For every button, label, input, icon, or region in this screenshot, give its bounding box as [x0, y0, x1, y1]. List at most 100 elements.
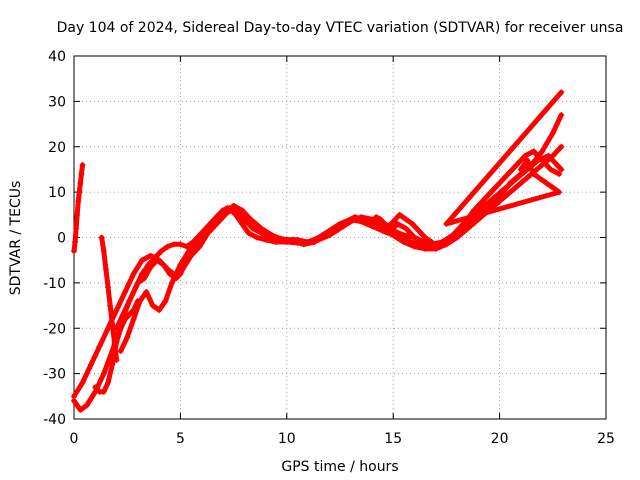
- data-point: [109, 361, 116, 368]
- data-point: [134, 298, 141, 305]
- data-point: [92, 384, 99, 391]
- data-point: [479, 198, 486, 205]
- data-point: [96, 343, 103, 350]
- data-point: [443, 220, 450, 227]
- data-point: [558, 166, 565, 173]
- data-point: [326, 232, 333, 239]
- data-point: [149, 302, 156, 309]
- data-point: [177, 261, 184, 268]
- data-point: [105, 325, 112, 332]
- data-point: [558, 111, 565, 118]
- data-point: [409, 220, 416, 227]
- data-point: [77, 180, 84, 187]
- data-point: [543, 180, 550, 187]
- series-trace: [71, 112, 564, 413]
- data-point: [385, 223, 392, 230]
- data-point: [126, 298, 133, 305]
- series-trace: [118, 144, 564, 354]
- data-point: [196, 243, 203, 250]
- data-point: [481, 202, 488, 209]
- data-point: [71, 393, 77, 400]
- y-tick-label: -10: [43, 276, 66, 292]
- data-point: [117, 347, 124, 354]
- data-point: [139, 257, 146, 264]
- y-tick-label: 10: [48, 185, 66, 201]
- y-tick-label: 20: [48, 140, 66, 156]
- data-point: [547, 166, 554, 173]
- data-point: [188, 252, 195, 259]
- series-trace: [99, 235, 120, 363]
- data-point: [492, 193, 499, 200]
- data-point: [119, 311, 126, 318]
- data-point: [151, 254, 158, 261]
- data-point: [88, 361, 95, 368]
- data-point: [156, 307, 163, 314]
- data-point: [517, 180, 524, 187]
- data-point: [539, 148, 546, 155]
- y-tick-label: 30: [48, 94, 66, 110]
- data-point: [239, 220, 246, 227]
- chart-title: Day 104 of 2024, Sidereal Day-to-day VTE…: [57, 20, 624, 36]
- data-point: [443, 241, 450, 248]
- data-point: [100, 370, 107, 377]
- data-point: [422, 234, 429, 241]
- data-point: [381, 220, 388, 227]
- data-point: [219, 211, 226, 218]
- data-point: [122, 288, 129, 295]
- series-track-A: [71, 112, 564, 413]
- data-point: [183, 243, 190, 250]
- data-point: [158, 248, 165, 255]
- grid: [74, 56, 606, 419]
- data-point: [75, 198, 82, 205]
- data-point: [109, 320, 116, 327]
- data-point: [496, 198, 503, 205]
- data-point: [132, 284, 139, 291]
- data-point: [113, 307, 120, 314]
- data-point: [507, 189, 514, 196]
- x-tick-label: 5: [176, 431, 185, 447]
- x-tick-label: 20: [491, 431, 509, 447]
- data-point: [98, 234, 105, 241]
- data-point: [122, 316, 129, 323]
- data-point: [71, 248, 77, 255]
- data-point: [156, 257, 163, 264]
- data-point: [147, 252, 154, 259]
- data-point: [236, 209, 243, 216]
- data-point: [422, 245, 429, 252]
- x-tick-label: 10: [278, 431, 296, 447]
- data-point: [211, 220, 218, 227]
- data-point: [143, 288, 150, 295]
- data-point: [102, 266, 109, 273]
- data-point: [100, 248, 107, 255]
- data-point: [74, 211, 81, 218]
- data-point: [411, 234, 418, 241]
- data-point: [454, 234, 461, 241]
- y-tick-label: 0: [57, 231, 66, 247]
- y-tick-label: 40: [48, 49, 66, 65]
- data-point: [517, 166, 524, 173]
- data-point: [105, 379, 112, 386]
- x-axis-label: GPS time / hours: [281, 459, 398, 475]
- data-point: [522, 152, 529, 159]
- data-point: [400, 232, 407, 239]
- data-point: [368, 220, 375, 227]
- data-point: [402, 225, 409, 232]
- data-point: [105, 284, 112, 291]
- data-point: [162, 298, 169, 305]
- series-track-D: [118, 144, 564, 354]
- data-point: [549, 130, 556, 137]
- data-point: [245, 216, 252, 223]
- data-point: [168, 279, 175, 286]
- data-point: [78, 170, 85, 177]
- data-points: [71, 89, 565, 413]
- data-point: [294, 236, 301, 243]
- data-point: [305, 239, 312, 246]
- data-point: [164, 266, 171, 273]
- data-point: [185, 248, 192, 255]
- data-point: [194, 239, 201, 246]
- data-point: [177, 241, 184, 248]
- data-point: [496, 180, 503, 187]
- data-point: [513, 175, 520, 182]
- data-point: [130, 270, 137, 277]
- data-point: [254, 225, 261, 232]
